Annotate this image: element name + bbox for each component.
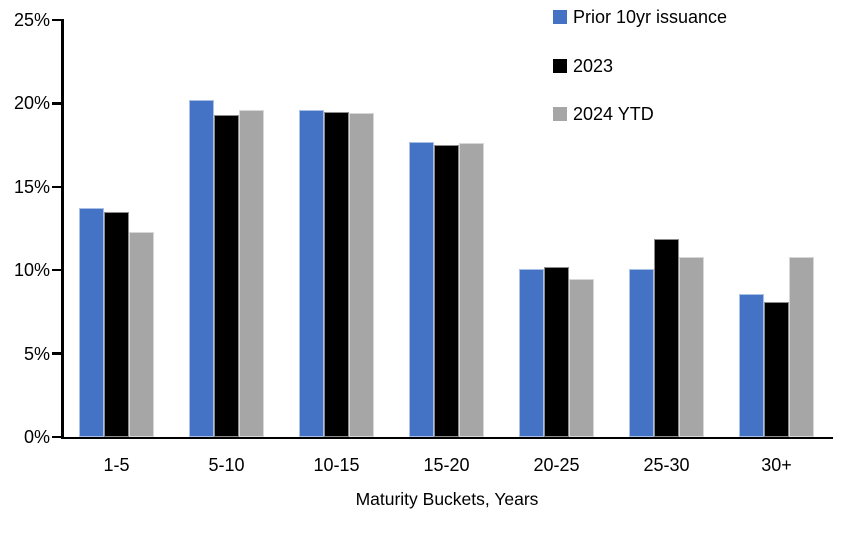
x-category-label: 25-30 — [643, 455, 690, 475]
legend-label: 2024 YTD — [573, 104, 654, 124]
bar-2024-ytd-5-10 — [239, 110, 264, 437]
legend-item: 2024 YTD — [553, 105, 654, 123]
bar-2024-ytd-10-15 — [349, 113, 374, 437]
bar-2024-ytd-15-20 — [459, 143, 484, 437]
y-tick-mark — [52, 102, 61, 105]
y-tick-label: 25% — [13, 10, 50, 30]
bar-2023-30+ — [764, 301, 789, 437]
bar-2024-ytd-30+ — [789, 256, 814, 437]
bar-2024-ytd-1-5 — [129, 231, 154, 437]
legend-item: 2023 — [553, 57, 613, 75]
bar-prior-10yr-issuance-25-30 — [629, 268, 654, 437]
y-tick-mark — [52, 18, 61, 22]
y-tick-mark — [52, 435, 61, 439]
x-axis-line — [61, 436, 833, 439]
bar-2023-20-25 — [544, 266, 569, 437]
bar-2023-5-10 — [214, 115, 239, 437]
x-category-label: 10-15 — [313, 455, 360, 475]
bar-prior-10yr-issuance-20-25 — [519, 268, 544, 437]
x-axis-title: Maturity Buckets, Years — [355, 489, 539, 509]
x-category-label: 1-5 — [103, 455, 130, 475]
legend-label: 2023 — [573, 55, 614, 76]
x-category-label: 20-25 — [533, 455, 580, 475]
x-category-label: 5-10 — [208, 455, 245, 475]
legend-swatch-icon — [553, 10, 567, 24]
x-category-label: 30+ — [761, 455, 792, 475]
bar-prior-10yr-issuance-15-20 — [409, 141, 434, 437]
y-tick-label: 5% — [23, 343, 50, 364]
bar-2023-10-15 — [324, 111, 349, 437]
y-tick-label: 10% — [13, 260, 50, 281]
bar-2023-15-20 — [434, 145, 459, 437]
y-tick-mark — [52, 185, 61, 189]
y-tick-label: 15% — [13, 176, 50, 197]
x-category-label: 15-20 — [423, 455, 470, 475]
bar-2024-ytd-20-25 — [569, 278, 594, 437]
bar-prior-10yr-issuance-1-5 — [79, 208, 104, 437]
bar-prior-10yr-issuance-30+ — [739, 293, 764, 437]
bar-2024-ytd-25-30 — [679, 256, 704, 437]
legend-item: Prior 10yr issuance — [553, 8, 727, 26]
bar-prior-10yr-issuance-10-15 — [299, 110, 324, 437]
y-tick-label: 0% — [23, 427, 50, 447]
legend-label: Prior 10yr issuance — [573, 7, 728, 27]
bar-2023-25-30 — [654, 238, 679, 437]
bar-prior-10yr-issuance-5-10 — [189, 100, 214, 437]
legend-swatch-icon — [553, 58, 567, 73]
y-tick-label: 20% — [13, 93, 50, 114]
y-tick-mark — [52, 352, 61, 355]
y-axis-line — [61, 19, 64, 439]
y-tick-mark — [52, 268, 61, 272]
bar-2023-1-5 — [104, 211, 129, 437]
legend-swatch-icon — [553, 107, 567, 121]
